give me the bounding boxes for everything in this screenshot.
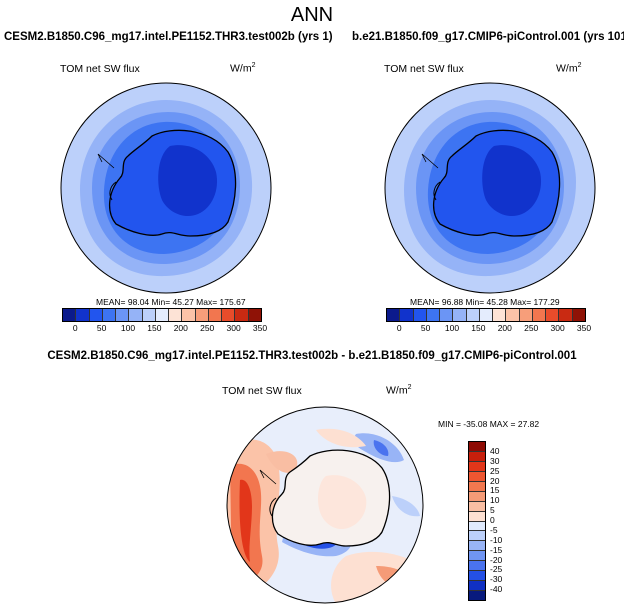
plot-title: ANN <box>290 4 334 26</box>
colorbar-tick-label: 100 <box>444 323 460 333</box>
colorbar-ticks-right: 0 50 100 150 200 250 300 350 <box>386 323 591 335</box>
stats-right: MEAN= 96.88 Min= 45.28 Max= 177.29 <box>410 297 560 307</box>
colorbar-swatch <box>195 309 209 321</box>
colorbar-swatch <box>469 511 485 522</box>
colorbar-swatch <box>469 521 485 532</box>
colorbar-swatch <box>572 309 585 321</box>
colorbar-tick-label: 300 <box>550 323 565 333</box>
field-label-right: TOM net SW flux <box>384 63 464 75</box>
colorbar-swatch <box>248 309 261 321</box>
colorbar-tick-label: 25 <box>490 465 500 476</box>
colorbar-tick-label: 150 <box>147 323 162 333</box>
colorbar-tick-label: -5 <box>490 524 498 535</box>
units-right: W/m2 <box>556 62 582 75</box>
colorbar-swatch <box>469 551 485 562</box>
colorbar-swatch <box>116 309 130 321</box>
colorbar-swatch <box>532 309 547 321</box>
colorbar-tick-label: 250 <box>524 323 539 333</box>
colorbar-swatch <box>469 481 485 492</box>
colorbar-swatch <box>413 309 427 321</box>
colorbar-tick-label: 0 <box>396 323 402 333</box>
colorbar-swatch <box>400 309 414 321</box>
colorbar-swatch <box>469 561 485 572</box>
stats-diff: MIN = -35.08 MAX = 27.82 <box>438 419 540 429</box>
colorbar-left <box>62 308 262 322</box>
polar-map-left <box>60 82 272 294</box>
colorbar-tick-label: 350 <box>576 323 592 333</box>
units-diff: W/m2 <box>386 384 412 397</box>
colorbar-diff <box>468 441 486 601</box>
colorbar-swatch <box>235 309 249 321</box>
case-title-left: CESM2.B1850.C96_mg17.intel.PE1152.THR3.t… <box>4 31 333 43</box>
colorbar-tick-label: 30 <box>490 455 500 466</box>
colorbar-swatch <box>479 309 494 321</box>
colorbar-tick-label: -30 <box>490 574 503 585</box>
colorbar-swatch <box>469 442 485 452</box>
colorbar-swatch <box>469 491 485 502</box>
colorbar-tick-label: -25 <box>490 564 503 575</box>
colorbar-tick-label: -10 <box>490 534 503 545</box>
colorbar-swatch <box>469 461 485 472</box>
colorbar-tick-label: 350 <box>252 323 268 333</box>
colorbar-swatch <box>155 309 170 321</box>
colorbar-swatch <box>559 309 573 321</box>
colorbar-right <box>386 308 586 322</box>
colorbar-swatch <box>63 309 77 321</box>
colorbar-swatch <box>469 541 485 552</box>
colorbar-swatch <box>426 309 441 321</box>
case-title-diff: CESM2.B1850.C96_mg17.intel.PE1152.THR3.t… <box>47 350 577 362</box>
colorbar-tick-label: -40 <box>490 584 503 595</box>
colorbar-tick-label: 40 <box>490 445 500 456</box>
colorbar-tick-label: -20 <box>490 554 503 565</box>
colorbar-tick-label: 300 <box>226 323 241 333</box>
case-title-right: b.e21.B1850.f09_g17.CMIP6-piControl.001 … <box>352 31 624 43</box>
colorbar-swatch <box>469 501 485 512</box>
colorbar-swatch <box>469 531 485 542</box>
colorbar-tick-label: 0 <box>72 323 78 333</box>
colorbar-tick-label: 10 <box>490 495 500 506</box>
colorbar-swatch <box>440 309 454 321</box>
colorbar-ticks-diff: 40 30 25 20 15 10 5 0 -5 -10 -15 -20 -25 -30 -40 <box>490 441 520 599</box>
colorbar-swatch <box>208 309 223 321</box>
colorbar-tick-label: 150 <box>471 323 486 333</box>
colorbar-tick-label: 5 <box>490 505 495 516</box>
colorbar-swatch <box>469 471 485 482</box>
polar-map-right <box>384 82 596 294</box>
colorbar-tick-label: 200 <box>497 323 512 333</box>
colorbar-tick-label: -15 <box>490 544 503 555</box>
colorbar-swatch <box>182 309 196 321</box>
colorbar-swatch <box>222 309 236 321</box>
colorbar-tick-label: 20 <box>490 475 500 486</box>
colorbar-swatch <box>469 581 485 592</box>
field-label-diff: TOM net SW flux <box>222 385 302 397</box>
colorbar-tick-label: 100 <box>120 323 136 333</box>
colorbar-swatch <box>469 591 485 600</box>
colorbar-tick-label: 200 <box>173 323 188 333</box>
colorbar-tick-label: 250 <box>200 323 215 333</box>
colorbar-swatch <box>546 309 560 321</box>
colorbar-swatch <box>519 309 533 321</box>
colorbar-swatch <box>169 309 183 321</box>
colorbar-tick-label: 0 <box>490 515 495 525</box>
field-label-left: TOM net SW flux <box>60 63 140 75</box>
polar-map-diff <box>226 406 424 604</box>
colorbar-swatch <box>129 309 143 321</box>
colorbar-ticks-left: 0 50 100 150 200 250 300 350 <box>62 323 267 335</box>
units-left: W/m2 <box>230 62 256 75</box>
colorbar-swatch <box>453 309 467 321</box>
colorbar-swatch <box>493 309 507 321</box>
colorbar-tick-label: 50 <box>96 323 107 333</box>
colorbar-swatch <box>76 309 90 321</box>
stats-left: MEAN= 98.04 Min= 45.27 Max= 175.67 <box>96 297 246 307</box>
colorbar-tick-label: 15 <box>490 485 500 496</box>
colorbar-swatch <box>466 309 480 321</box>
colorbar-swatch <box>102 309 117 321</box>
colorbar-swatch <box>387 309 401 321</box>
colorbar-swatch <box>469 571 485 582</box>
colorbar-swatch <box>506 309 520 321</box>
colorbar-tick-label: 50 <box>420 323 431 333</box>
colorbar-swatch <box>142 309 156 321</box>
colorbar-swatch <box>469 451 485 462</box>
colorbar-swatch <box>89 309 103 321</box>
